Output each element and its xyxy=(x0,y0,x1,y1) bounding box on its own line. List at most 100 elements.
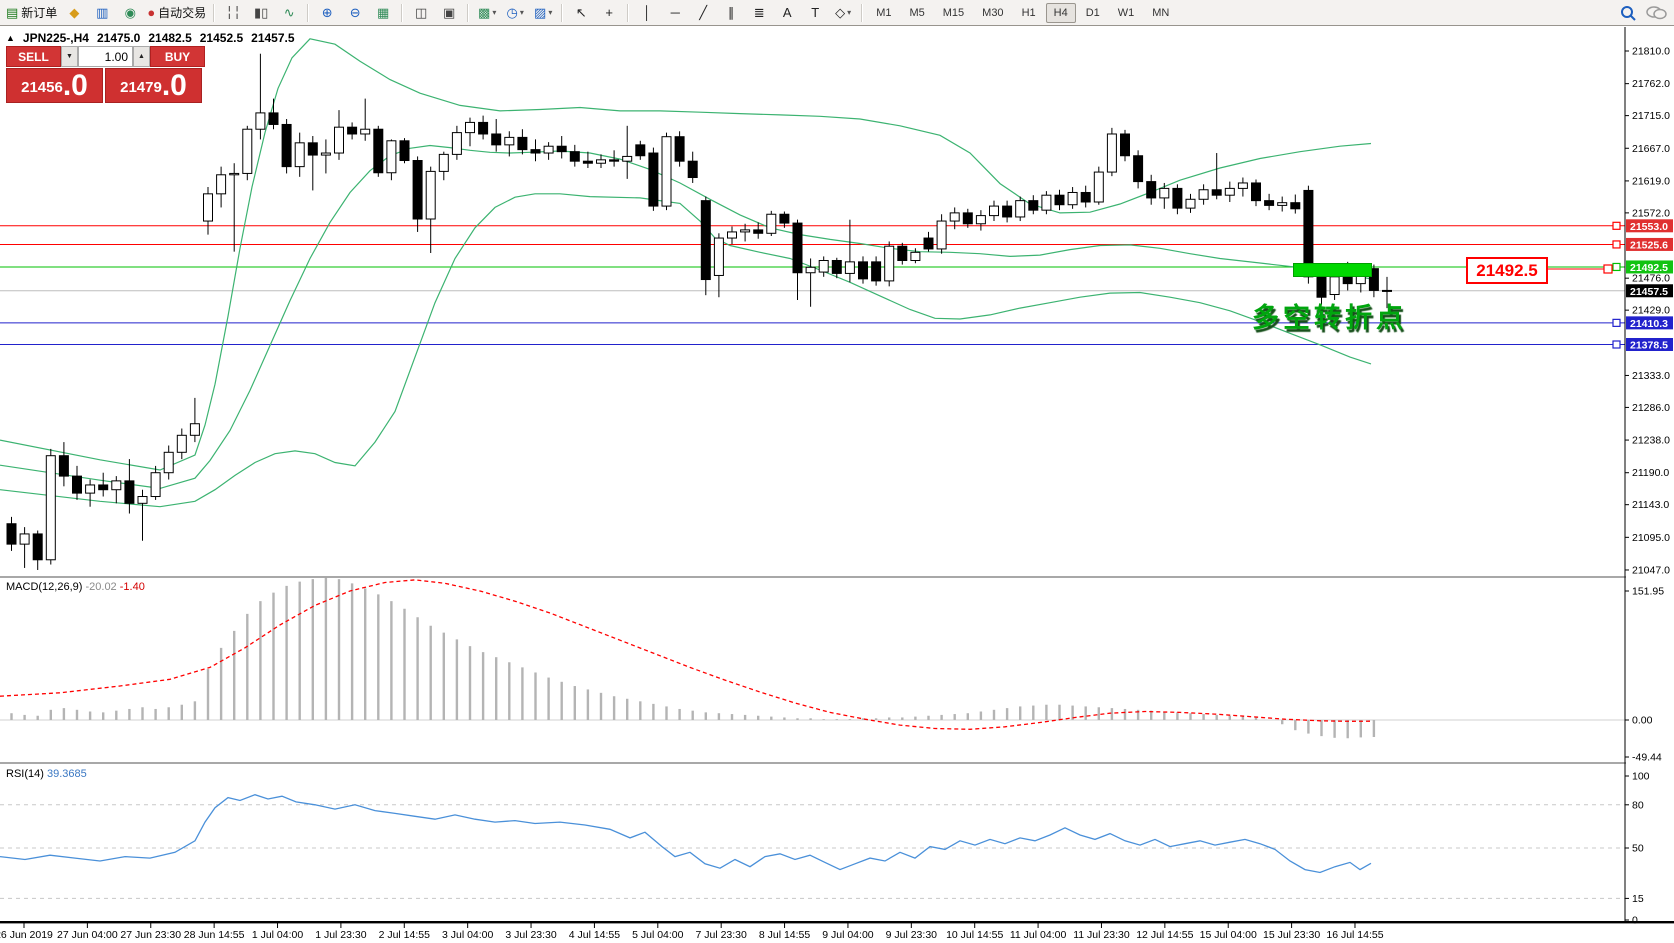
candle-body xyxy=(216,174,227,195)
axis-label: 21286.0 xyxy=(1632,402,1670,414)
candle-body xyxy=(1198,189,1209,200)
sell-price[interactable]: 21456 .0 xyxy=(6,68,103,103)
new-order-button-label: 新订单 xyxy=(21,5,58,20)
navigator-button[interactable]: ◉ xyxy=(117,3,143,23)
candle-body xyxy=(412,160,423,220)
candle-body xyxy=(504,136,515,146)
channel-button[interactable]: ∥ xyxy=(718,3,744,23)
zoom-in-button[interactable]: ⊕ xyxy=(314,3,340,23)
shapes-button[interactable]: ◇ ▾ xyxy=(830,3,856,23)
candle-body xyxy=(897,245,908,261)
line-handle[interactable] xyxy=(1612,221,1621,230)
hline-button[interactable]: ─ xyxy=(662,3,688,23)
time-label: 11 Jul 04:00 xyxy=(1010,929,1067,941)
highlight-bar[interactable] xyxy=(1293,263,1372,277)
time-axis-top-border xyxy=(0,921,1674,924)
candle-body xyxy=(543,145,554,154)
candlestick-chart-button[interactable]: ▮▯ xyxy=(248,3,274,23)
candle-body xyxy=(831,259,842,274)
buy-price[interactable]: 21479 .0 xyxy=(105,68,202,103)
chevron-down-icon[interactable]: ▾ xyxy=(548,7,553,17)
timeframe-w1-button[interactable]: W1 xyxy=(1117,6,1135,19)
ohlc-low: 21452.5 xyxy=(199,31,244,45)
timeframe-d1-button[interactable]: D1 xyxy=(1085,6,1100,19)
vline-button[interactable]: │ xyxy=(634,3,660,23)
axis-label: 21095.0 xyxy=(1632,532,1670,544)
time-label: 8 Jul 14:55 xyxy=(759,929,811,941)
market-watch-button[interactable]: ◆ xyxy=(61,3,87,23)
timeframe-m1-button[interactable]: M1 xyxy=(876,6,892,19)
volume-decrease-button[interactable]: ▼ xyxy=(61,46,78,67)
toolbar-separator xyxy=(861,3,864,22)
pivot-annotation-text[interactable]: 多空转折点 xyxy=(1252,303,1407,333)
tile-windows-button[interactable]: ▦ xyxy=(370,3,396,23)
search-icon[interactable] xyxy=(1619,4,1637,22)
axis-label: 0 xyxy=(1632,915,1638,927)
trendline-button[interactable]: ╱ xyxy=(690,3,716,23)
cascade-button[interactable]: ◫ xyxy=(408,3,434,23)
candle-body xyxy=(1054,194,1065,206)
timeframe-m5-button[interactable]: M5 xyxy=(909,6,925,19)
bar-chart-button[interactable]: ╎╎ xyxy=(220,3,246,23)
timeframe-m30-button[interactable]: M30 xyxy=(982,6,1004,19)
label-icon: T xyxy=(811,4,820,20)
candle-body xyxy=(491,133,502,146)
axis-label: 21190.0 xyxy=(1632,467,1669,479)
template-button[interactable]: ▨ ▾ xyxy=(530,3,556,23)
candle-body xyxy=(19,533,30,545)
line-handle[interactable] xyxy=(1612,318,1621,327)
period-button[interactable]: ◷ ▾ xyxy=(502,3,528,23)
bollinger-lower-band xyxy=(0,193,1372,508)
chat-icon[interactable] xyxy=(1645,4,1667,22)
toolbar-separator xyxy=(213,3,216,22)
text-button[interactable]: A xyxy=(774,3,800,23)
zoom-out-button[interactable]: ⊖ xyxy=(342,3,368,23)
price-tag-box[interactable]: 21492.5 xyxy=(1466,257,1548,284)
chevron-down-icon[interactable]: ▾ xyxy=(519,7,524,17)
axis-label: 21429.0 xyxy=(1632,305,1670,317)
price-badge xyxy=(1626,316,1673,330)
timeframe-h4-button[interactable]: H4 xyxy=(1045,2,1076,23)
sell-price-decimal: .0 xyxy=(62,69,88,102)
new-order-button[interactable]: ▤ 新订单 xyxy=(4,3,59,23)
chevron-down-icon[interactable]: ▾ xyxy=(847,7,852,17)
sell-button[interactable]: SELL xyxy=(6,46,61,67)
candle-body xyxy=(779,213,790,224)
data-window-button[interactable]: ▥ xyxy=(89,3,115,23)
new-chart-button[interactable]: ▩ ▾ xyxy=(474,3,500,23)
candle-body xyxy=(1120,133,1130,157)
chevron-down-icon[interactable]: ▾ xyxy=(492,7,497,17)
time-label: 16 Jul 14:55 xyxy=(1326,929,1383,941)
tile-windows-icon: ▦ xyxy=(377,4,390,20)
time-label: 10 Jul 14:55 xyxy=(946,929,1003,941)
crosshair-button[interactable]: + xyxy=(596,3,622,23)
line-handle[interactable] xyxy=(1612,240,1621,249)
autotrade-icon: ● xyxy=(147,4,156,20)
volume-increase-button[interactable]: ▲ xyxy=(133,46,150,67)
candle-body xyxy=(111,480,122,491)
line-handle[interactable] xyxy=(1612,262,1621,272)
autotrade-button[interactable]: ● 自动交易 xyxy=(145,3,208,23)
timeframe-mn-button[interactable]: MN xyxy=(1152,6,1170,19)
timeframe-m15-button[interactable]: M15 xyxy=(942,6,965,19)
macd-signal-value: -1.40 xyxy=(119,581,145,593)
candle-body xyxy=(399,140,410,162)
line-handle[interactable] xyxy=(1612,340,1621,349)
label-button[interactable]: T xyxy=(802,3,828,23)
candle-body xyxy=(910,251,921,261)
fibonacci-button[interactable]: ≣ xyxy=(746,3,772,23)
collapse-panel-icon[interactable]: ▲ xyxy=(6,33,15,43)
volume-input[interactable]: 1.00 xyxy=(78,46,133,67)
buy-button[interactable]: BUY xyxy=(150,46,205,67)
price-tag-anchor[interactable] xyxy=(1603,264,1613,274)
cursor-button[interactable]: ↖ xyxy=(568,3,594,23)
candle-body xyxy=(989,205,999,217)
line-chart-button[interactable]: ∿ xyxy=(276,3,302,23)
candle-body xyxy=(32,533,43,561)
candle-body xyxy=(635,144,646,157)
candle-body xyxy=(1172,187,1183,209)
candle-body xyxy=(792,222,803,274)
timeframe-h1-button[interactable]: H1 xyxy=(1021,6,1036,19)
arrange-button[interactable]: ▣ xyxy=(436,3,462,23)
